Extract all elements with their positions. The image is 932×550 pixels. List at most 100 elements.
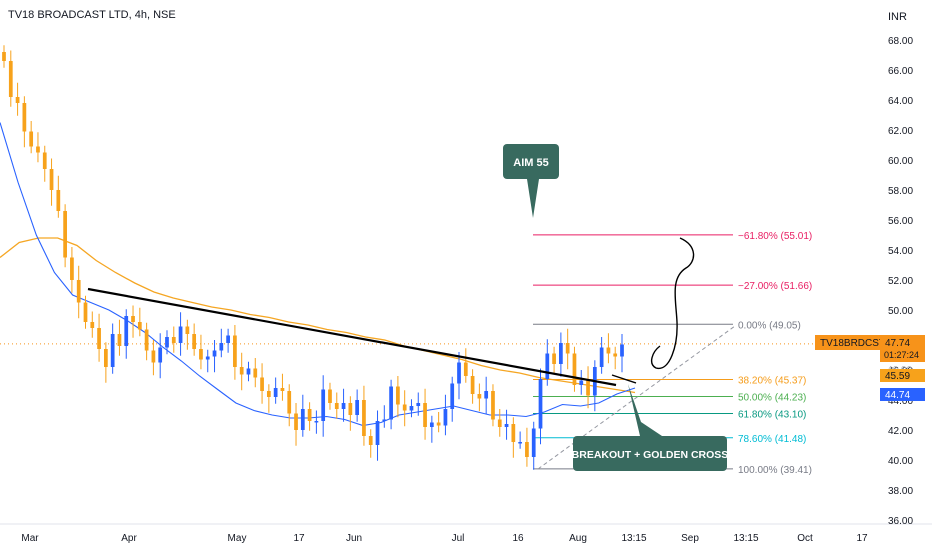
fib-level-label: 38.20% (45.37) [738,375,806,386]
candle-body [362,400,366,436]
y-tick-label: 62.00 [888,126,913,137]
candle-body [599,347,604,367]
projection-tick [611,374,637,384]
candle-body [63,211,67,258]
candle-body [443,409,448,426]
breakout-label: BREAKOUT + GOLDEN CROSS [572,449,729,461]
candle-body [226,335,230,343]
y-tick-label: 54.00 [888,246,913,257]
y-tick-label: 64.00 [888,96,913,107]
candle-body [389,386,393,420]
candle-body [518,442,522,444]
candle-body [423,403,427,427]
channel-line[interactable] [537,325,736,470]
candle-body [117,334,122,346]
fib-level-label: 61.80% (43.10) [738,410,806,421]
breakout-callout[interactable]: BREAKOUT + GOLDEN CROSS [572,384,729,471]
candle-body [504,424,509,427]
candle-body [253,368,258,378]
candle-body [328,389,332,403]
candle-body [525,442,529,457]
ma-slow-line [0,237,636,394]
x-tick-label: May [228,533,247,544]
fib-level-label: 0.00% (49.05) [738,320,801,331]
candle-body [90,322,95,328]
candle-body [110,334,115,367]
candle-body [42,152,47,169]
candle-body [606,347,611,354]
candle-body [368,436,373,445]
candle-body [450,383,455,409]
aim-label: AIM 55 [513,157,548,169]
candle-body [2,52,6,61]
candle-body [531,428,536,457]
candle-body [416,403,421,406]
ma-slow-value: 45.59 [885,371,910,382]
candle-body [29,131,34,147]
candle-body [178,326,183,343]
candle-body [70,257,74,280]
candle-body [8,61,13,97]
candle-body [355,400,360,415]
currency-label[interactable]: INR [888,11,907,23]
candle-body [246,368,251,375]
candle-body [171,337,176,343]
candle-body [511,424,516,442]
candle-body [457,362,461,384]
candle-body [579,380,584,385]
projection-path[interactable] [650,237,695,369]
last-price-value: 47.74 [885,338,910,349]
y-tick-label: 40.00 [888,456,913,467]
candle-body [382,419,387,421]
fib-level-label: −27.00% (51.66) [738,281,812,292]
aim-callout[interactable]: AIM 55 [503,144,559,218]
fib-level-label: −61.80% (55.01) [738,231,812,242]
y-tick-label: 36.00 [888,516,913,527]
y-axis: 68.00 66.00 64.00 62.00 60.00 58.00 56.00 54.00… [888,36,913,527]
trendline[interactable] [87,287,617,387]
candle-body [375,421,380,445]
candle-body [484,391,489,399]
candle-body [402,404,407,411]
candle-body [97,328,101,349]
fib-level-label: 50.00% (44.23) [738,393,806,404]
candle-body [266,391,271,397]
candle-body [552,353,556,364]
candle-body [396,386,400,405]
last-price-badge [880,335,925,362]
candle-body [321,389,326,421]
ma-fast-line [0,122,636,427]
x-tick-label: Mar [21,533,39,544]
candle-body [185,326,190,334]
candle-body [137,322,142,330]
x-tick-label: 16 [512,533,524,544]
x-tick-label: 13:15 [733,533,758,544]
candle-body [22,103,27,132]
candle-body [192,334,197,349]
candle-body [334,403,339,409]
y-tick-label: 68.00 [888,36,913,47]
ma-slow-badge [880,369,925,382]
candle-body [436,422,441,426]
candlesticks [2,45,624,470]
candle-body [559,343,563,364]
candle-body [104,349,108,367]
candle-body [613,353,618,357]
countdown-value: 01:27:24 [884,350,919,360]
y-tick-label: 52.00 [888,276,913,287]
x-tick-label: 13:15 [621,533,646,544]
candle-body [280,388,285,391]
candle-body [497,419,502,427]
candle-body [151,350,156,363]
y-tick-label: 56.00 [888,216,913,227]
candle-body [491,391,495,420]
x-axis: Mar Apr May 17 Jun Jul 16 Aug 13:15 Sep 13:15 Oct 17 [21,533,868,544]
candle-body [341,403,346,409]
candle-body [233,335,237,367]
price-scale-badges: TV18BRDCST 47.74 01:27:24 46.00 45.59 44… [815,335,925,401]
ticker-label: TV18BRDCST [820,338,885,349]
x-tick-label: Jul [452,533,465,544]
candle-body [260,377,264,391]
candle-body [239,367,244,375]
